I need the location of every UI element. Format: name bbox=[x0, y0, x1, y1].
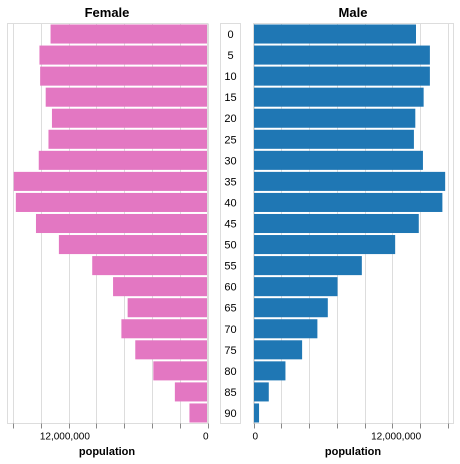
female-bar-age-85 bbox=[174, 382, 208, 402]
age-label: 55 bbox=[224, 261, 236, 273]
female-bar-age-35 bbox=[13, 171, 208, 191]
age-label: 40 bbox=[224, 197, 236, 209]
female-bar-age-75 bbox=[135, 340, 208, 360]
male-x-axis-title: population bbox=[325, 446, 381, 458]
male-bar-age-30 bbox=[253, 150, 423, 170]
male-plot-frame bbox=[253, 23, 454, 424]
female-bar-age-5 bbox=[39, 45, 208, 65]
female-plot-frame bbox=[7, 23, 208, 424]
male-tick-label: 12,000,000 bbox=[371, 432, 421, 443]
age-label: 30 bbox=[224, 155, 236, 167]
male-bar-age-10 bbox=[253, 66, 430, 86]
female-bar-age-30 bbox=[38, 150, 208, 170]
age-label: 60 bbox=[224, 282, 236, 294]
female-bar-age-40 bbox=[15, 192, 208, 212]
female-bar-age-10 bbox=[40, 66, 208, 86]
female-bar-age-45 bbox=[35, 213, 208, 234]
age-label: 20 bbox=[224, 113, 236, 125]
age-labels: 0 5 10 15 20 25 30 35 40 45 50 55 60 65 70 75 80 85 90 bbox=[224, 29, 236, 420]
age-label: 10 bbox=[224, 71, 236, 83]
age-label: 35 bbox=[224, 176, 236, 188]
male-bars bbox=[253, 24, 446, 423]
age-label: 0 bbox=[227, 29, 233, 41]
male-bar-age-55 bbox=[253, 256, 362, 276]
age-label: 80 bbox=[224, 366, 236, 378]
male-bar-age-20 bbox=[253, 108, 416, 128]
age-label: 70 bbox=[224, 324, 236, 336]
female-bar-age-15 bbox=[45, 87, 208, 107]
male-x-axis: 0 12,000,000 bbox=[253, 423, 449, 443]
female-bar-age-50 bbox=[58, 235, 208, 255]
age-labels-frame bbox=[220, 23, 241, 424]
female-bar-age-20 bbox=[51, 108, 208, 128]
male-bar-age-70 bbox=[253, 319, 318, 339]
female-panel-title: Female bbox=[85, 5, 130, 20]
male-bar-age-45 bbox=[253, 213, 419, 234]
age-label: 25 bbox=[224, 134, 236, 146]
male-bar-age-75 bbox=[253, 340, 303, 360]
age-label: 75 bbox=[224, 345, 236, 357]
female-x-axis-title: population bbox=[79, 446, 135, 458]
female-bar-age-80 bbox=[153, 361, 208, 381]
female-panel: Female 12,000,000 0 population bbox=[7, 5, 209, 458]
male-panel-title: Male bbox=[339, 5, 368, 20]
female-bars bbox=[13, 24, 208, 423]
age-label: 90 bbox=[224, 408, 236, 420]
male-bar-age-85 bbox=[253, 382, 269, 402]
age-label: 15 bbox=[224, 92, 236, 104]
male-bar-age-90 bbox=[253, 403, 260, 423]
male-bar-age-40 bbox=[253, 192, 443, 212]
female-bar-age-60 bbox=[113, 277, 208, 297]
male-bar-age-50 bbox=[253, 235, 396, 255]
age-label: 85 bbox=[224, 387, 236, 399]
age-label: 50 bbox=[224, 240, 236, 252]
female-bar-age-25 bbox=[48, 129, 208, 149]
male-bar-age-80 bbox=[253, 361, 286, 381]
male-bar-age-15 bbox=[253, 87, 424, 107]
female-tick-label: 12,000,000 bbox=[40, 432, 90, 443]
female-bar-age-65 bbox=[127, 298, 208, 318]
male-bar-age-0 bbox=[253, 24, 416, 44]
female-bar-age-0 bbox=[50, 24, 208, 44]
male-panel: Male 0 12,000,000 population bbox=[253, 5, 454, 458]
age-label: 65 bbox=[224, 303, 236, 315]
female-bar-age-55 bbox=[92, 256, 208, 276]
male-bar-age-65 bbox=[253, 298, 328, 318]
female-bar-age-90 bbox=[189, 403, 208, 423]
male-bar-age-5 bbox=[253, 45, 430, 65]
male-bar-age-25 bbox=[253, 129, 414, 149]
female-bar-age-70 bbox=[121, 319, 208, 339]
female-tick-label: 0 bbox=[203, 432, 209, 443]
female-x-axis: 12,000,000 0 bbox=[13, 423, 209, 443]
male-bar-age-35 bbox=[253, 171, 446, 191]
male-tick-label: 0 bbox=[253, 432, 259, 443]
age-labels-panel: 0 5 10 15 20 25 30 35 40 45 50 55 60 65 70 75 80 85 90 bbox=[220, 23, 241, 424]
age-label: 45 bbox=[224, 219, 236, 231]
age-label: 5 bbox=[227, 50, 233, 62]
male-bar-age-60 bbox=[253, 277, 338, 297]
